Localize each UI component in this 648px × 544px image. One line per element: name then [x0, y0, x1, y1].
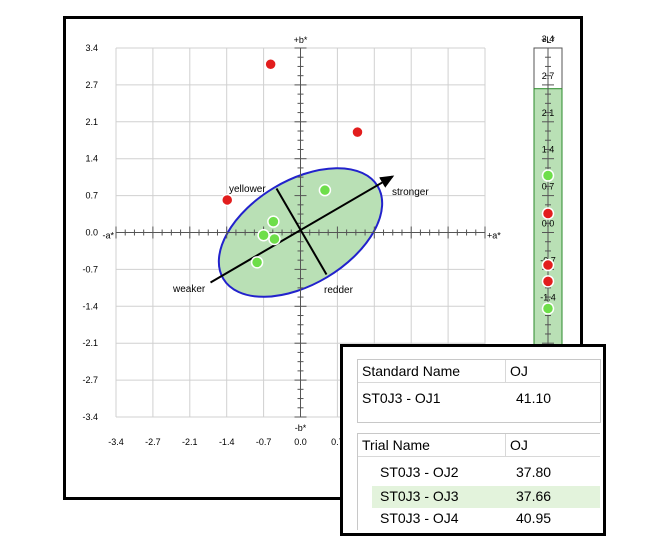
x-axis-label: +a* [487, 231, 501, 241]
label-redder: redder [324, 285, 354, 296]
trial-header-row [358, 434, 600, 457]
x-tick-label: -2.7 [145, 437, 161, 447]
data-point [264, 58, 277, 71]
data-point [220, 193, 234, 207]
y-tick-label: -1.4 [82, 301, 98, 311]
data-point [318, 183, 332, 197]
lightness-tick-label: 1.4 [542, 145, 555, 155]
standard-value-header: OJ [510, 363, 528, 379]
standard-value: 41.10 [516, 390, 552, 406]
data-point [351, 125, 364, 139]
lightness-point [541, 207, 555, 220]
chart-frame: yellower stronger weaker redder +b* -b* -a* +a*… [63, 16, 583, 500]
lightness-point [541, 258, 555, 272]
data-point [268, 232, 281, 246]
x-tick-label: 0.7 [331, 437, 344, 447]
x-tick-label: -1.4 [219, 437, 235, 447]
standard-name-header: Standard Name [362, 363, 461, 379]
trial-name: ST0J3 - OJ2 [380, 464, 459, 480]
lightness-tick-label: 2.1 [542, 108, 555, 118]
y-axis-label-neg: -b* [295, 423, 307, 433]
label-weaker: weaker [172, 284, 206, 295]
strength-arrow [209, 175, 395, 284]
x-tick-label: -2.1 [182, 437, 198, 447]
data-point [250, 256, 264, 269]
y-tick-label: 0.7 [85, 191, 98, 201]
trial-table: Trial Name OJ ST0J3 - OJ2 37.80 ST0J3 - … [357, 433, 600, 530]
y-tick-label: 1.4 [85, 154, 98, 164]
lightness-axis-label: +L* [541, 35, 555, 45]
trial-value: 37.66 [516, 488, 552, 504]
standard-name: ST0J3 - OJ1 [362, 390, 441, 406]
y-tick-label: -2.7 [82, 375, 98, 385]
label-yellower: yellower [229, 184, 266, 195]
y-tick-label: -2.1 [82, 338, 98, 348]
row-highlight [372, 486, 600, 508]
x-tick-label: 0.0 [294, 437, 307, 447]
standard-header-row [358, 360, 600, 383]
trial-name-header: Trial Name [362, 437, 430, 453]
y-tick-label: -3.4 [82, 412, 98, 422]
lightness-point [541, 302, 555, 315]
y-axis-label: +b* [294, 35, 308, 45]
lightness-tick-label: 3.4 [542, 34, 555, 44]
hue-axis-line [275, 187, 328, 276]
lightness-tick-label: -1.4 [540, 292, 556, 302]
data-panel: Standard Name OJ ST0J3 - OJ1 41.10 Trial… [340, 344, 606, 536]
data-point [267, 215, 280, 228]
lightness-tick-label: 2.7 [542, 71, 555, 81]
data-point [257, 228, 270, 242]
trial-name: ST0J3 - OJ4 [380, 510, 459, 526]
trial-value: 40.95 [516, 510, 552, 526]
trial-value: 37.80 [516, 464, 552, 480]
lightness-point [541, 275, 555, 288]
x-tick-label: -0.7 [256, 437, 272, 447]
lightness-tick-label: 0.0 [542, 219, 555, 229]
label-stronger: stronger [392, 187, 429, 198]
y-tick-label: 3.4 [85, 43, 98, 53]
x-axis-label-neg: -a* [102, 231, 114, 241]
column-separator [505, 434, 506, 456]
lightness-point [541, 169, 555, 182]
standard-table: Standard Name OJ ST0J3 - OJ1 41.10 [357, 359, 601, 423]
y-tick-label: -0.7 [82, 264, 98, 274]
trial-name: ST0J3 - OJ3 [380, 488, 459, 504]
lightness-tick-label: 0.7 [542, 182, 555, 192]
column-separator [505, 360, 506, 382]
y-tick-label: 2.1 [85, 117, 98, 127]
y-tick-label: 0.0 [85, 228, 98, 238]
x-tick-label: -3.4 [108, 437, 124, 447]
trial-value-header: OJ [510, 437, 528, 453]
y-tick-label: 2.7 [85, 80, 98, 90]
